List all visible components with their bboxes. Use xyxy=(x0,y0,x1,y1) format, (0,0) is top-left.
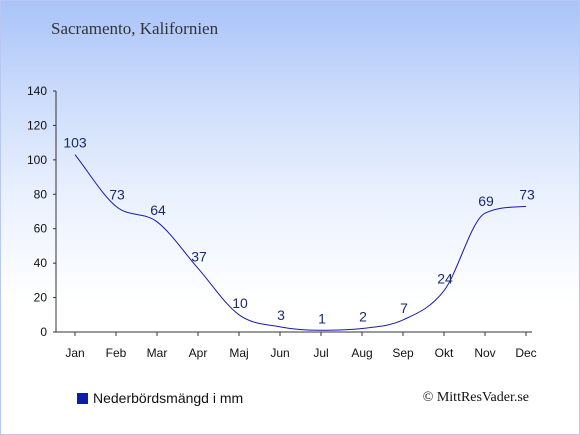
x-tick-label: Mar xyxy=(147,346,168,360)
y-tick-label: 140 xyxy=(27,84,47,98)
data-label: 2 xyxy=(359,309,367,325)
legend-swatch xyxy=(77,392,88,404)
chart-title: Sacramento, Kalifornien xyxy=(51,19,219,38)
data-label: 7 xyxy=(400,300,408,316)
data-label: 1 xyxy=(318,310,326,326)
y-tick-label: 40 xyxy=(34,256,48,270)
x-tick-label: Jul xyxy=(313,346,328,360)
x-tick-label: Feb xyxy=(106,346,127,360)
data-label: 24 xyxy=(437,271,453,287)
data-label: 37 xyxy=(191,248,207,264)
data-label: 69 xyxy=(478,193,494,209)
x-tick-label: Sep xyxy=(392,346,414,360)
legend-label: Nederbördsmängd i mm xyxy=(93,390,244,406)
legend: Nederbördsmängd i mm xyxy=(77,390,243,406)
data-label: 64 xyxy=(150,202,166,218)
x-tick-label: Aug xyxy=(351,346,372,360)
y-tick-label: 120 xyxy=(27,118,47,132)
x-tick-label: Dec xyxy=(515,346,536,360)
data-label: 73 xyxy=(109,186,125,202)
x-tick-label: Jun xyxy=(270,346,289,360)
x-tick-label: Jan xyxy=(65,346,84,360)
y-tick-label: 20 xyxy=(34,291,48,305)
copyright-text: © MittResVader.se xyxy=(422,390,529,405)
data-label: 103 xyxy=(63,135,87,151)
series-line xyxy=(74,154,527,331)
x-tick-label: Apr xyxy=(189,346,208,360)
x-tick-label: Nov xyxy=(474,346,495,360)
data-label: 10 xyxy=(232,295,248,311)
y-tick-label: 0 xyxy=(40,325,47,339)
data-label: 3 xyxy=(277,307,285,323)
y-tick-label: 80 xyxy=(34,187,48,201)
x-tick-label: Maj xyxy=(229,346,248,360)
y-tick-label: 60 xyxy=(34,222,48,236)
x-tick-label: Okt xyxy=(435,346,454,360)
y-tick-label: 100 xyxy=(27,153,47,167)
data-label: 73 xyxy=(519,186,535,202)
